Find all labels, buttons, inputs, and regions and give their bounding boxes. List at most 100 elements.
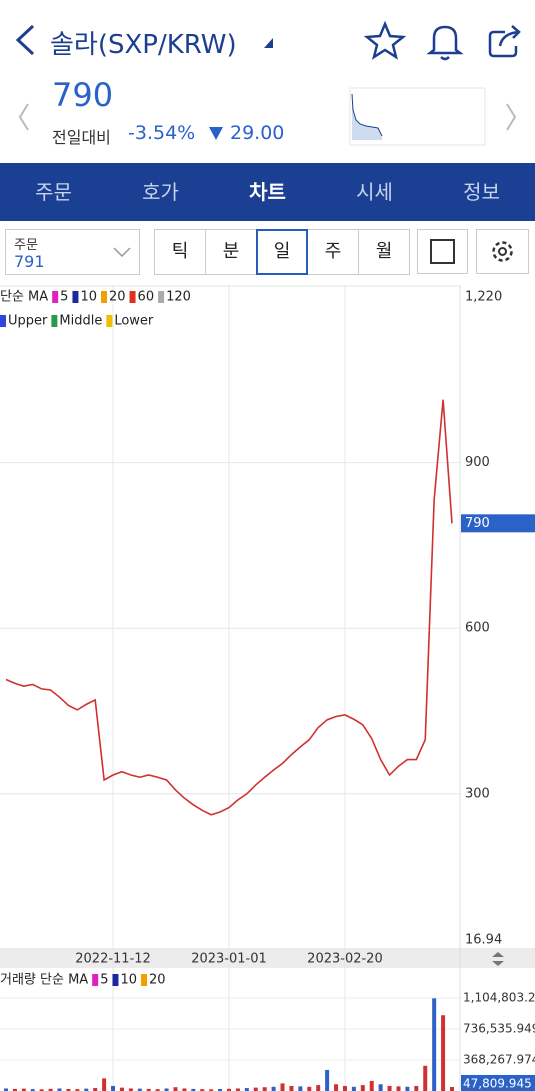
legend-title: 단순 MA bbox=[0, 290, 48, 305]
favorite-button[interactable] bbox=[363, 20, 407, 60]
tab[interactable]: 시세 bbox=[356, 180, 393, 204]
tab[interactable]: 차트 bbox=[249, 180, 286, 204]
y-tick-label: 368,267.974 bbox=[463, 1053, 535, 1067]
volume-bar bbox=[93, 1088, 98, 1091]
volume-bar bbox=[351, 1086, 356, 1091]
period-button[interactable]: 월 bbox=[358, 229, 410, 275]
next-button[interactable] bbox=[506, 103, 517, 131]
gear-icon bbox=[492, 241, 513, 262]
period-button[interactable]: 틱 bbox=[154, 229, 206, 275]
change-amt: 29.00 bbox=[230, 122, 285, 144]
period-button[interactable]: 주 bbox=[307, 229, 359, 275]
volume-bar bbox=[209, 1089, 214, 1091]
legend-label: 5 bbox=[60, 290, 68, 305]
volume-bar bbox=[164, 1088, 169, 1091]
volume-bar bbox=[155, 1089, 160, 1091]
volume-bar bbox=[405, 1086, 410, 1091]
share-button[interactable] bbox=[488, 25, 521, 58]
volume-bar bbox=[4, 1088, 8, 1091]
legend-swatch bbox=[72, 291, 79, 303]
legend-swatch bbox=[101, 291, 107, 303]
volume-bar bbox=[235, 1088, 240, 1091]
period-button[interactable]: 분 bbox=[205, 229, 257, 275]
tab[interactable]: 정보 bbox=[463, 180, 500, 204]
draw-button[interactable] bbox=[417, 229, 468, 274]
volume-bar bbox=[396, 1086, 401, 1091]
volume-bar bbox=[289, 1085, 294, 1091]
current-price-box bbox=[461, 514, 535, 533]
volume-bar bbox=[75, 1089, 80, 1091]
title-dropdown[interactable] bbox=[264, 38, 273, 48]
volume-bar bbox=[218, 1088, 223, 1091]
volume-bar bbox=[325, 1069, 330, 1091]
volume-bar bbox=[12, 1088, 17, 1091]
header-icons bbox=[15, 20, 521, 146]
legend-swatch bbox=[51, 315, 58, 327]
volume-bar bbox=[378, 1084, 383, 1091]
x-tick-label: 2022-11-12 bbox=[75, 952, 151, 967]
period-button[interactable]: 일 bbox=[256, 229, 308, 275]
legend-label: 10 bbox=[120, 973, 137, 988]
draw-icon bbox=[430, 239, 455, 264]
tab[interactable]: 호가 bbox=[142, 180, 179, 204]
legend-label: 120 bbox=[166, 290, 191, 305]
resize-handle[interactable] bbox=[492, 952, 504, 966]
volume-bar bbox=[227, 1088, 231, 1091]
y-tick-label: 1,220 bbox=[465, 290, 502, 305]
volume-bar bbox=[191, 1088, 196, 1091]
alert-button[interactable] bbox=[426, 25, 464, 61]
volume-bar bbox=[146, 1088, 151, 1091]
volume-bar bbox=[39, 1089, 44, 1091]
volume-bar bbox=[111, 1085, 116, 1091]
volume-bar bbox=[102, 1078, 107, 1091]
mini-chart-line bbox=[351, 93, 383, 137]
volume-bar bbox=[432, 998, 437, 1091]
legend-swatch bbox=[0, 315, 6, 327]
change-pct: -3.54% bbox=[128, 122, 196, 144]
tool-buttons bbox=[417, 229, 529, 274]
back-button[interactable] bbox=[15, 24, 35, 56]
volume-bar bbox=[342, 1085, 347, 1091]
tab[interactable]: 주문 bbox=[35, 180, 72, 204]
change-label: 전일대비 bbox=[52, 128, 111, 147]
gear-center bbox=[498, 247, 507, 256]
order-label: 주문 bbox=[14, 238, 38, 253]
legend-label: Upper bbox=[8, 314, 48, 329]
legend-swatch bbox=[129, 291, 136, 303]
volume-bar bbox=[244, 1088, 249, 1091]
dropdown-caret bbox=[113, 247, 131, 258]
settings-button[interactable] bbox=[476, 229, 529, 274]
volume-bar bbox=[307, 1086, 312, 1091]
volume-bar bbox=[66, 1088, 71, 1091]
volume-bar bbox=[450, 1086, 454, 1091]
volume-bar bbox=[423, 1065, 428, 1091]
legend-swatch bbox=[141, 974, 148, 986]
date-axis-band bbox=[0, 948, 535, 968]
volume-bar bbox=[360, 1085, 365, 1091]
current-price-label: 790 bbox=[465, 516, 490, 531]
legend-label: 20 bbox=[109, 290, 126, 305]
tab-bar: 주문 호가 차트 시세 정보 bbox=[0, 163, 535, 221]
legend-swatch bbox=[158, 291, 165, 303]
volume-bar bbox=[271, 1086, 276, 1091]
legend-swatch bbox=[92, 974, 99, 986]
legend-label: 10 bbox=[80, 290, 97, 305]
x-tick-label: 2023-02-20 bbox=[307, 952, 383, 967]
chart: 16.94 300 600 900 1,220 2022-11-12 2023-01-01 2… bbox=[0, 285, 535, 1091]
x-tick-label: 2023-01-01 bbox=[191, 952, 267, 967]
volume-bar bbox=[137, 1088, 142, 1091]
legend-title: 거래량 단순 MA bbox=[0, 973, 88, 988]
prev-button[interactable] bbox=[18, 103, 29, 131]
y-tick-label: 1,104,803.220 bbox=[463, 991, 535, 1005]
legend-swatch bbox=[52, 291, 59, 303]
order-dropdown[interactable]: 주문 791 bbox=[5, 229, 140, 275]
volume-bar bbox=[57, 1088, 62, 1091]
mini-chart-area bbox=[352, 94, 382, 140]
volume-bar bbox=[119, 1087, 124, 1091]
volume-bar bbox=[48, 1088, 53, 1091]
current-volume-label: 47,809.945 bbox=[463, 1076, 532, 1090]
volume-bar bbox=[21, 1088, 26, 1091]
volume-bar bbox=[253, 1087, 258, 1091]
y-tick-label: 300 bbox=[465, 786, 490, 801]
